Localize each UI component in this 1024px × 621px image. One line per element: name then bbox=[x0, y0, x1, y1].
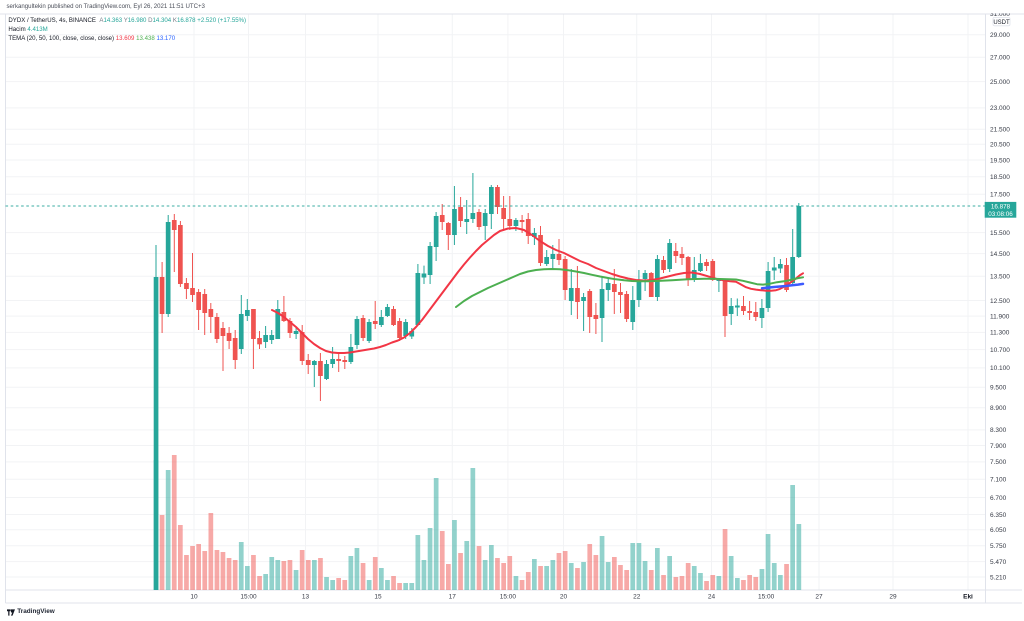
svg-text:14.500: 14.500 bbox=[990, 251, 1010, 258]
svg-text:13: 13 bbox=[302, 594, 310, 601]
svg-text:7.100: 7.100 bbox=[990, 477, 1007, 484]
svg-text:17: 17 bbox=[449, 594, 457, 601]
svg-text:31.000: 31.000 bbox=[990, 11, 1010, 18]
svg-text:20: 20 bbox=[560, 594, 568, 601]
svg-text:15:00: 15:00 bbox=[500, 594, 517, 601]
svg-text:8.900: 8.900 bbox=[990, 405, 1007, 412]
svg-text:29.000: 29.000 bbox=[990, 32, 1010, 39]
svg-text:12.500: 12.500 bbox=[990, 298, 1010, 305]
svg-text:18.500: 18.500 bbox=[990, 174, 1010, 181]
svg-text:15.500: 15.500 bbox=[990, 230, 1010, 237]
svg-text:7.900: 7.900 bbox=[990, 443, 1007, 450]
svg-text:9.500: 9.500 bbox=[990, 385, 1007, 392]
svg-text:24: 24 bbox=[708, 594, 716, 601]
svg-text:27: 27 bbox=[815, 594, 823, 601]
svg-text:21.500: 21.500 bbox=[990, 127, 1010, 134]
svg-text:5.470: 5.470 bbox=[990, 559, 1007, 566]
svg-text:5.210: 5.210 bbox=[990, 574, 1007, 581]
svg-text:17.500: 17.500 bbox=[990, 192, 1010, 199]
svg-text:13.500: 13.500 bbox=[990, 274, 1010, 281]
svg-text:15:00: 15:00 bbox=[240, 594, 257, 601]
svg-text:10: 10 bbox=[190, 594, 198, 601]
svg-text:6.350: 6.350 bbox=[990, 512, 1007, 519]
svg-text:11.300: 11.300 bbox=[990, 330, 1010, 337]
svg-text:22: 22 bbox=[633, 594, 641, 601]
svg-text:11.900: 11.900 bbox=[990, 313, 1010, 320]
svg-text:5.750: 5.750 bbox=[990, 543, 1007, 550]
svg-text:10.100: 10.100 bbox=[990, 365, 1010, 372]
svg-text:16.878: 16.878 bbox=[991, 204, 1011, 211]
svg-text:10.700: 10.700 bbox=[990, 347, 1010, 354]
svg-text:6.700: 6.700 bbox=[990, 495, 1007, 502]
svg-text:27.000: 27.000 bbox=[990, 55, 1010, 62]
svg-text:8.300: 8.300 bbox=[990, 427, 1007, 434]
svg-text:23.000: 23.000 bbox=[990, 105, 1010, 112]
svg-text:7.500: 7.500 bbox=[990, 459, 1007, 466]
svg-text:15: 15 bbox=[374, 594, 382, 601]
svg-text:Eki: Eki bbox=[963, 594, 973, 601]
svg-text:20.500: 20.500 bbox=[990, 142, 1010, 149]
svg-text:15:00: 15:00 bbox=[758, 594, 775, 601]
svg-text:6.050: 6.050 bbox=[990, 527, 1007, 534]
svg-text:29: 29 bbox=[889, 594, 897, 601]
svg-text:25.000: 25.000 bbox=[990, 79, 1010, 86]
svg-text:03:08:06: 03:08:06 bbox=[988, 211, 1013, 218]
svg-text:19.500: 19.500 bbox=[990, 157, 1010, 164]
svg-text:USDT: USDT bbox=[993, 20, 1010, 26]
